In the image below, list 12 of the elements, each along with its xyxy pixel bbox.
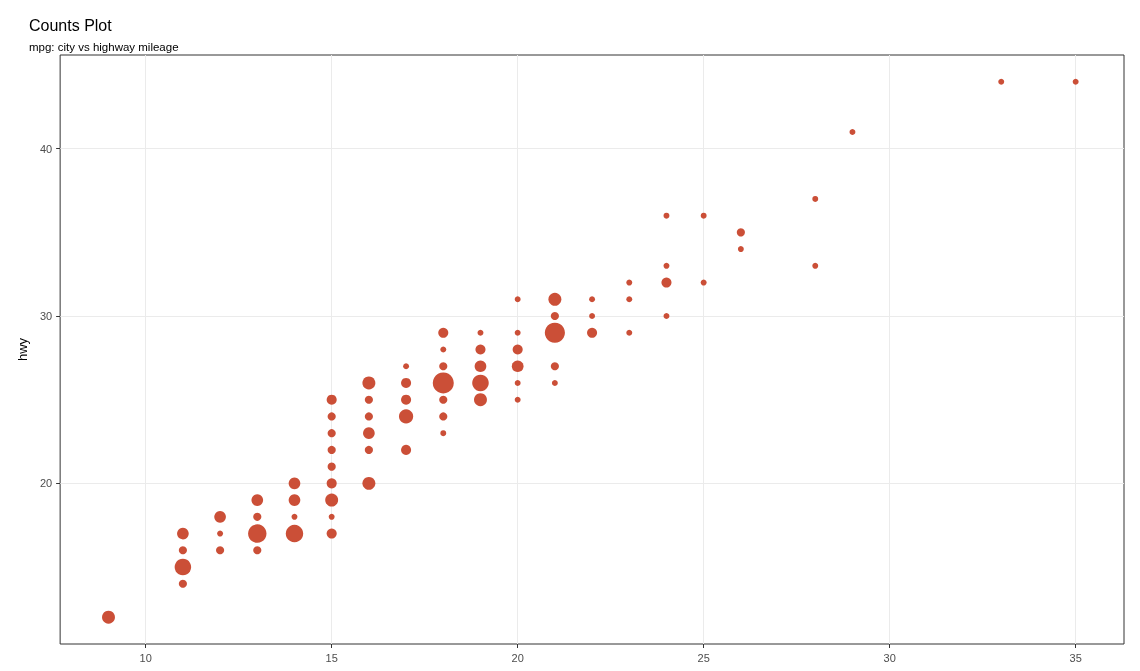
x-tick-label: 35 [1069,651,1082,664]
x-tick-label: 25 [697,651,710,664]
y-axis-title: hwy [15,337,30,362]
chart-subtitle: mpg: city vs highway mileage [29,41,179,53]
chart-title: Counts Plot [29,16,113,34]
y-tick-label: 20 [39,477,53,490]
x-tick-label: 20 [511,651,524,664]
x-tick-label: 15 [325,651,338,664]
y-tick-label: 40 [39,142,53,155]
x-tick-label: 10 [139,651,152,664]
y-tick-label: 30 [39,310,53,323]
x-tick-label: 30 [883,651,896,664]
